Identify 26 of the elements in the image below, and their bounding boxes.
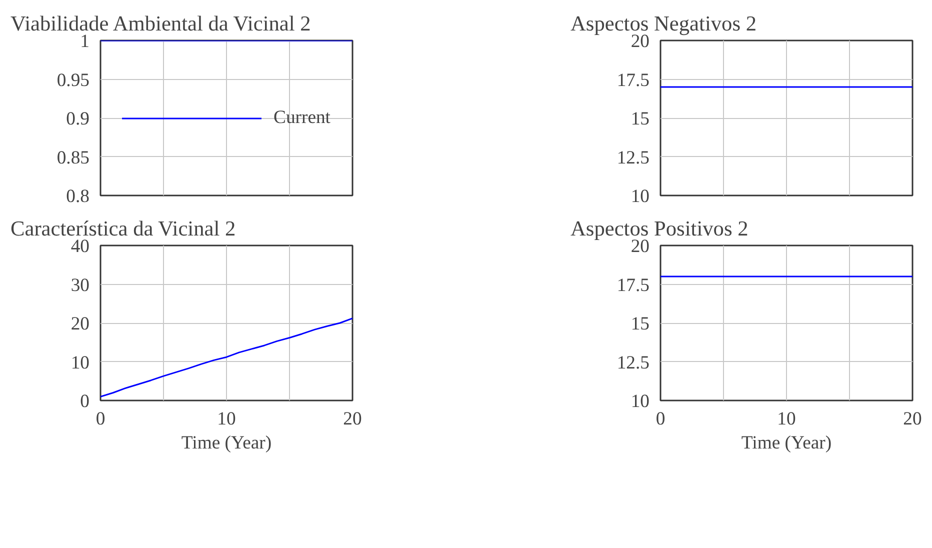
y-tick-label: 10 [70,352,90,374]
x-tick-label: 0 [96,408,106,430]
y-tick-label: 0.85 [56,147,90,168]
x-tick-label: 0 [656,408,666,430]
x-tick-label: 20 [903,408,922,430]
y-tick-label: 17.5 [616,70,650,91]
y-tick-label: 0 [80,391,90,412]
y-tick-label: 10 [630,391,650,412]
y-tick-label: 0.8 [66,186,90,207]
y-tick-label: 0.9 [66,108,90,130]
x-tick-label: 20 [343,408,362,430]
line-series [100,318,352,398]
y-tick-label: 15 [630,108,650,130]
x-axis-title: Time (Year) [741,432,832,454]
y-tick-label: 0.95 [56,70,90,91]
text: Current [274,106,330,128]
y-tick-label: 12.5 [616,352,650,374]
x-axis-title: Time (Year) [181,432,272,454]
y-tick-label: 20 [70,314,90,334]
y-tick-label: 17.5 [616,274,650,296]
y-tick-label: 12.5 [616,147,650,168]
y-tick-label: 30 [70,274,90,296]
x-tick-label: 10 [217,408,236,430]
y-tick-label: 10 [630,186,650,207]
x-tick-label: 10 [777,408,796,430]
y-tick-label: 15 [630,314,650,334]
